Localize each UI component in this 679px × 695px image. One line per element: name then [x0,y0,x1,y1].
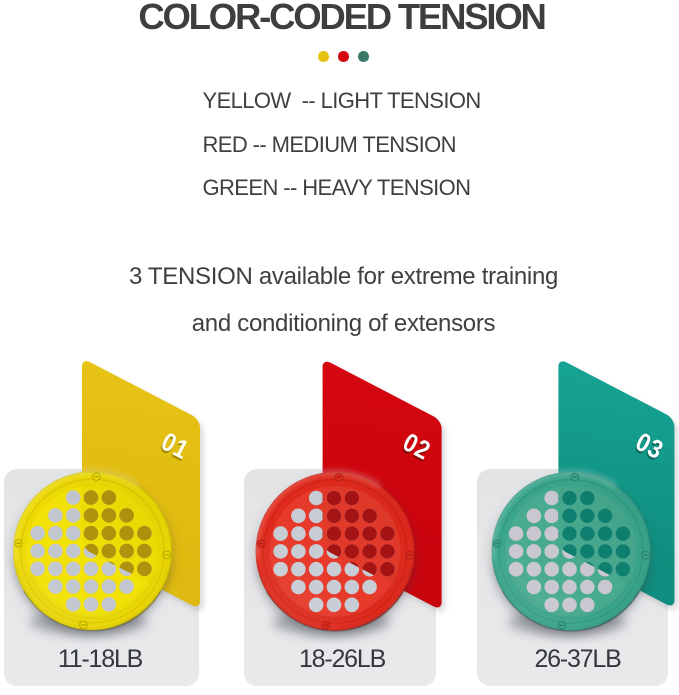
svg-text:18-26LB: 18-26LB [299,645,386,673]
svg-text:11-18LB: 11-18LB [58,645,143,673]
svg-text:26-37LB: 26-37LB [534,645,621,673]
